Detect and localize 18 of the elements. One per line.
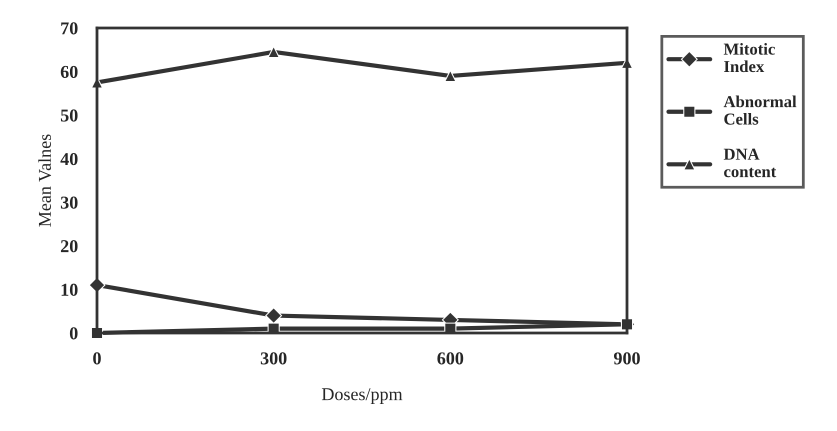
x-tick-label: 900	[614, 352, 640, 364]
x-tick-label: 600	[437, 352, 464, 364]
legend-label: Mitotic Index	[724, 43, 775, 72]
legend-label: DNA content	[724, 148, 776, 178]
y-axis-title: Mean Valnes	[38, 134, 52, 227]
y-tick-label: 40	[60, 152, 78, 166]
y-tick-label: 0	[70, 327, 78, 340]
y-tick-label: 70	[61, 22, 78, 34]
y-tick-label: 30	[60, 196, 78, 209]
x-tick-label: 0	[93, 352, 101, 364]
y-tick-label: 10	[62, 284, 78, 296]
y-tick-label: 50	[60, 109, 78, 122]
x-tick-label: 300	[260, 352, 287, 364]
point	[265, 307, 282, 324]
y-tick-label: 20	[60, 240, 78, 252]
y-tick-label: 60	[60, 66, 78, 78]
legend-label: Abnormal Cells	[724, 96, 796, 125]
x-axis-title: Doses/ppm	[322, 388, 402, 404]
